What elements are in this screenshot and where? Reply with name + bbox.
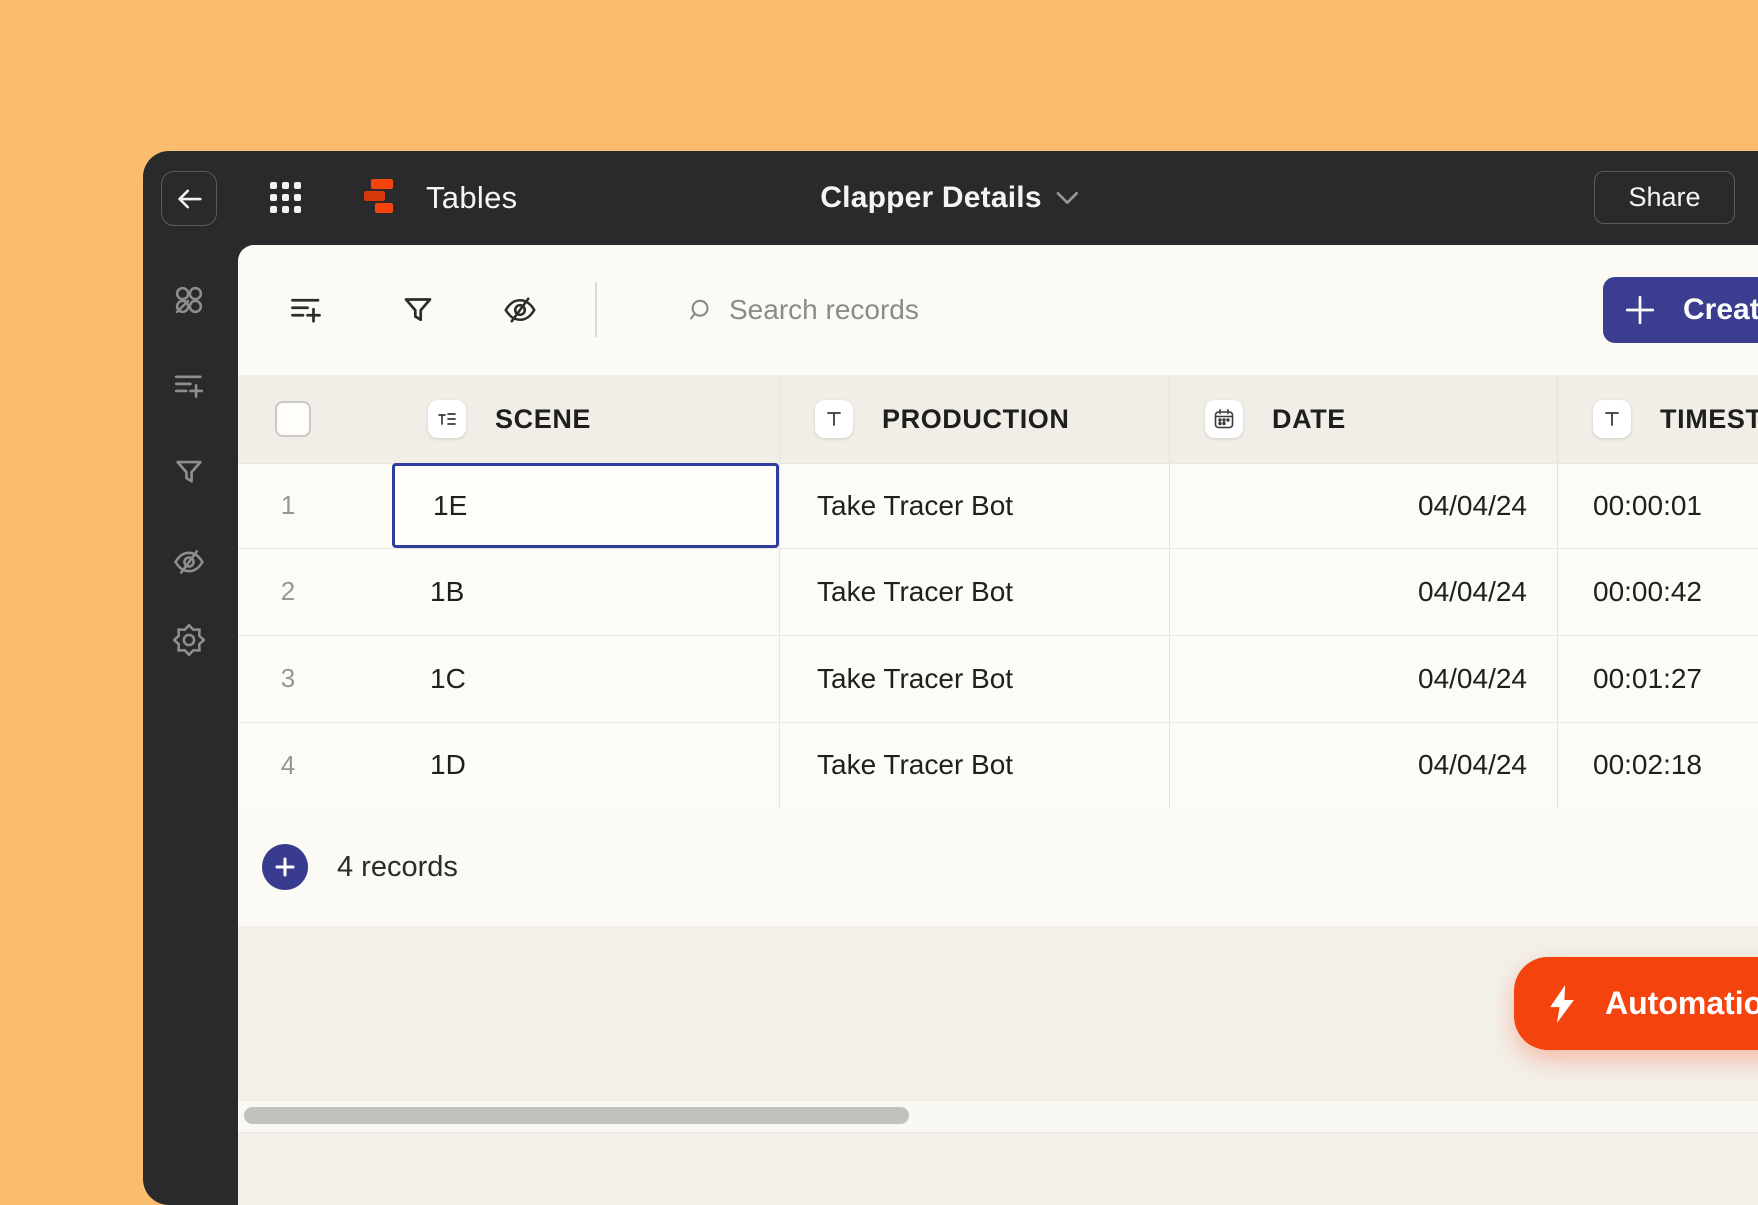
lightning-bolt-icon bbox=[1543, 983, 1581, 1025]
add-row-icon[interactable] bbox=[288, 292, 324, 328]
create-button[interactable]: Create bbox=[1603, 277, 1758, 343]
table-row: 3 1C Take Tracer Bot 04/04/24 00:01:27 bbox=[238, 635, 1758, 722]
cell-scene[interactable]: 1C bbox=[430, 663, 466, 694]
cell-timestamp[interactable]: 00:00:01 bbox=[1593, 490, 1702, 521]
calendar-field-icon bbox=[1205, 400, 1243, 438]
column-divider bbox=[779, 375, 780, 808]
row-divider bbox=[238, 548, 1758, 549]
search-input[interactable] bbox=[729, 294, 1149, 326]
text-field-icon bbox=[1593, 400, 1631, 438]
cell-timestamp[interactable]: 00:00:42 bbox=[1593, 576, 1702, 607]
cell-production[interactable]: Take Tracer Bot bbox=[817, 576, 1014, 607]
filter-icon[interactable] bbox=[400, 292, 436, 328]
row-divider bbox=[238, 722, 1758, 723]
row-divider bbox=[238, 463, 1758, 464]
filter-icon[interactable] bbox=[172, 455, 206, 489]
row-divider bbox=[238, 635, 1758, 636]
automations-button-label: Automations bbox=[1605, 985, 1758, 1021]
row-number: 1 bbox=[280, 490, 296, 520]
cell-date[interactable]: 04/04/24 bbox=[1418, 490, 1527, 521]
cell-production[interactable]: Take Tracer Bot bbox=[817, 490, 1014, 521]
cell-timestamp[interactable]: 00:02:18 bbox=[1593, 749, 1702, 780]
categories-icon[interactable] bbox=[172, 283, 206, 317]
table-row: 2 1B Take Tracer Bot 04/04/24 00:00:42 bbox=[238, 548, 1758, 635]
long-text-field-icon bbox=[428, 400, 466, 438]
row-number: 2 bbox=[280, 576, 296, 606]
search-icon bbox=[686, 297, 713, 324]
column-divider bbox=[1557, 375, 1558, 808]
table-row: 4 1D Take Tracer Bot 04/04/24 00:02:18 bbox=[238, 722, 1758, 808]
create-button-label: Create bbox=[1683, 293, 1758, 326]
row-number: 4 bbox=[280, 750, 296, 780]
text-field-icon bbox=[815, 400, 853, 438]
selected-cell[interactable]: 1E bbox=[392, 463, 779, 548]
left-sidebar bbox=[143, 245, 238, 1205]
plus-icon bbox=[1623, 293, 1657, 327]
cell-date[interactable]: 04/04/24 bbox=[1418, 749, 1527, 780]
hide-fields-eye-slash-icon[interactable] bbox=[502, 292, 538, 328]
cell-scene[interactable]: 1B bbox=[430, 576, 465, 607]
share-button[interactable]: Share bbox=[1594, 171, 1735, 224]
plus-icon bbox=[275, 857, 295, 877]
add-row-icon[interactable] bbox=[172, 369, 206, 403]
select-all-checkbox[interactable] bbox=[275, 401, 311, 437]
tables-logo bbox=[364, 179, 396, 215]
back-button[interactable] bbox=[161, 171, 217, 226]
canvas-background bbox=[238, 926, 1758, 1205]
add-record-row: 4 records bbox=[238, 808, 1758, 926]
tables-app-window: Tables Clapper Details Share bbox=[143, 151, 1758, 1205]
chevron-down-icon bbox=[1056, 190, 1080, 206]
horizontal-scrollbar-thumb[interactable] bbox=[244, 1107, 909, 1124]
toolbar-divider bbox=[595, 282, 597, 337]
row-number: 3 bbox=[280, 663, 296, 693]
cell-scene: 1E bbox=[433, 490, 468, 521]
cell-scene[interactable]: 1D bbox=[430, 749, 466, 780]
cell-production[interactable]: Take Tracer Bot bbox=[817, 749, 1014, 780]
column-divider bbox=[1169, 375, 1170, 808]
automations-button[interactable]: Automations bbox=[1514, 957, 1758, 1050]
cell-date[interactable]: 04/04/24 bbox=[1418, 663, 1527, 694]
record-count: 4 records bbox=[337, 850, 458, 883]
app-title: Tables bbox=[426, 180, 518, 215]
table-header-row: SCENE PRODUCTION bbox=[238, 375, 1758, 463]
view-content: Create SCENE bbox=[238, 245, 1758, 1205]
base-name: Clapper Details bbox=[820, 181, 1042, 214]
settings-gear-icon[interactable] bbox=[172, 623, 206, 657]
cell-production[interactable]: Take Tracer Bot bbox=[817, 663, 1014, 694]
hide-fields-eye-slash-icon[interactable] bbox=[172, 545, 206, 579]
app-launcher-grid-icon[interactable] bbox=[270, 182, 303, 215]
cell-date[interactable]: 04/04/24 bbox=[1418, 576, 1527, 607]
arrow-left-icon bbox=[174, 186, 204, 212]
top-bar: Tables Clapper Details Share bbox=[143, 151, 1758, 245]
cell-timestamp[interactable]: 00:01:27 bbox=[1593, 663, 1702, 694]
add-record-button[interactable] bbox=[262, 844, 308, 890]
base-switcher[interactable]: Clapper Details bbox=[820, 151, 1079, 245]
search-box bbox=[686, 285, 1149, 335]
